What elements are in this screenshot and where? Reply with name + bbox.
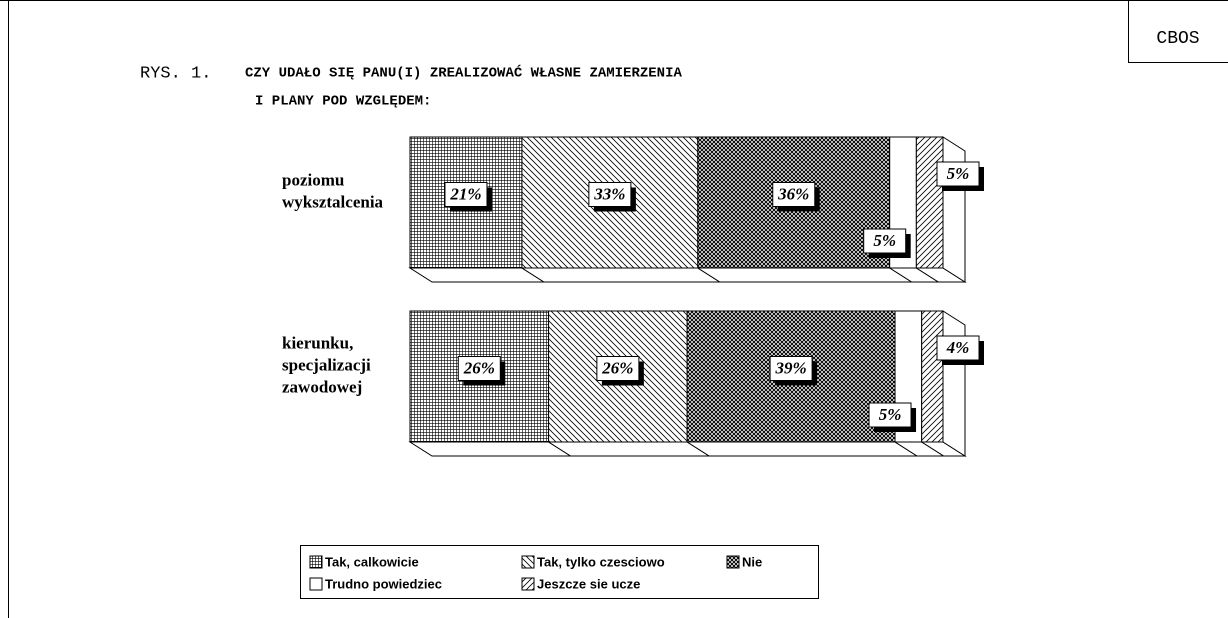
title-prefix: RYS. 1. bbox=[140, 64, 211, 83]
bar-floor bbox=[408, 441, 573, 457]
label-box bbox=[936, 161, 980, 187]
bar-floor bbox=[520, 267, 722, 283]
data-label: 39% bbox=[775, 358, 807, 377]
legend-label: Tak, tylko czesciowo bbox=[537, 554, 665, 569]
category-label: kierunku, bbox=[282, 333, 353, 352]
legend-swatch bbox=[521, 555, 535, 569]
label-box bbox=[596, 356, 640, 381]
label-box bbox=[863, 228, 907, 254]
category-label: poziomu bbox=[282, 170, 344, 189]
legend-label: Jeszcze sie ucze bbox=[537, 576, 640, 591]
legend-swatch bbox=[726, 555, 740, 569]
data-label: 5% bbox=[879, 405, 902, 424]
category-label: zawodowej bbox=[282, 377, 362, 396]
label-box bbox=[444, 182, 488, 207]
data-label: 33% bbox=[593, 184, 625, 203]
data-label: 4% bbox=[946, 338, 970, 357]
bar-side bbox=[942, 136, 966, 283]
label-box bbox=[457, 356, 501, 381]
legend-swatch bbox=[309, 555, 323, 569]
legend bbox=[300, 545, 819, 599]
bar-side bbox=[942, 310, 966, 457]
bar-floor bbox=[546, 441, 711, 457]
category-label: wyksztalcenia bbox=[282, 192, 384, 211]
brand: CBOS bbox=[1156, 29, 1199, 49]
label-box bbox=[769, 356, 813, 381]
data-label: 5% bbox=[873, 231, 896, 250]
bar-segment bbox=[921, 310, 944, 443]
data-label: 21% bbox=[449, 184, 481, 203]
data-label: 26% bbox=[463, 358, 495, 377]
data-label: 5% bbox=[947, 164, 970, 183]
category-label: specjalizacji bbox=[282, 355, 371, 374]
bar-floor bbox=[408, 267, 546, 283]
title: CZY UDAŁO SIĘ PANU(I) ZREALIZOWAĆ WŁASNE… bbox=[245, 64, 682, 82]
legend-label: Tak, calkowicie bbox=[325, 554, 419, 569]
title: I PLANY POD WZGLĘDEM: bbox=[255, 94, 431, 110]
legend-swatch bbox=[521, 577, 535, 591]
label-box bbox=[868, 402, 912, 428]
label-box bbox=[936, 335, 980, 361]
data-label: 36% bbox=[777, 184, 809, 203]
brand-box bbox=[1128, 0, 1228, 63]
bar-segment bbox=[915, 136, 944, 269]
data-label: 26% bbox=[601, 358, 633, 377]
label-box bbox=[588, 182, 632, 207]
bar-floor bbox=[696, 267, 914, 283]
bar-floor bbox=[685, 441, 919, 457]
legend-swatch bbox=[309, 577, 323, 591]
legend-label: Trudno powiedziec bbox=[325, 576, 442, 591]
legend-label: Nie bbox=[742, 554, 762, 569]
label-box bbox=[772, 182, 816, 207]
